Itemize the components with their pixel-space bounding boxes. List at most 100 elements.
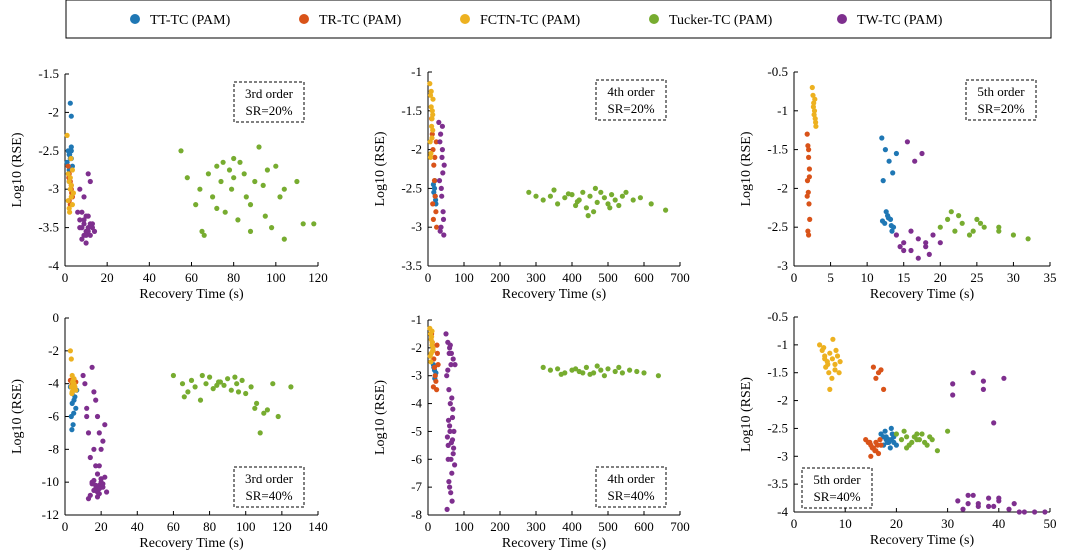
data-point	[877, 437, 883, 443]
data-point	[872, 448, 878, 454]
data-point	[433, 378, 439, 384]
data-point	[68, 182, 74, 188]
data-point	[540, 197, 546, 203]
data-point	[199, 372, 205, 379]
data-point	[67, 209, 73, 215]
data-point	[937, 240, 943, 246]
data-point	[184, 175, 190, 181]
data-point	[605, 366, 611, 372]
x-tick-label: 0	[425, 519, 432, 534]
data-point	[428, 150, 434, 157]
annotation-box: 5th order SR=20%	[965, 79, 1037, 121]
y-tick-label: -6	[48, 409, 59, 424]
data-point	[641, 370, 647, 376]
x-tick-label: 0	[62, 270, 69, 285]
x-axis-title: Recovery Time (s)	[502, 536, 607, 551]
data-point	[904, 139, 911, 145]
annotation-box: 5th order SR=40%	[801, 467, 873, 509]
data-point	[875, 450, 882, 457]
y-tick-label: -1	[777, 337, 788, 352]
data-point	[450, 356, 456, 362]
x-tick-label: 0	[425, 270, 432, 285]
x-tick-label: 700	[670, 270, 690, 285]
data-point	[806, 166, 813, 172]
x-tick-label: 15	[897, 270, 910, 285]
series-tt-tc	[878, 425, 900, 451]
data-point	[79, 236, 85, 242]
data-point	[68, 113, 74, 119]
data-point	[98, 446, 104, 452]
data-point	[449, 470, 455, 476]
data-point	[70, 422, 76, 428]
data-point	[436, 178, 443, 184]
data-point	[937, 224, 943, 230]
data-point	[592, 185, 599, 191]
y-tick-label: -1.5	[401, 103, 422, 118]
series-tucker-tc	[170, 372, 294, 436]
data-point	[441, 162, 447, 168]
x-axis-title: Recovery Time (s)	[870, 287, 975, 302]
data-point	[269, 225, 275, 231]
data-point	[235, 389, 242, 395]
data-point	[451, 428, 457, 434]
data-point	[432, 193, 438, 199]
data-point	[67, 175, 73, 181]
data-point	[252, 405, 258, 411]
annotation-frame	[595, 466, 667, 508]
y-tick-label: -0.5	[767, 309, 788, 324]
data-point	[813, 123, 819, 129]
legend-label-tr: TR-TC (PAM)	[319, 13, 402, 28]
data-point	[431, 189, 437, 195]
data-point	[1042, 509, 1048, 515]
data-point	[873, 375, 879, 381]
x-tick-label: 300	[526, 270, 546, 285]
data-point	[879, 135, 885, 141]
y-tick-label: -2	[777, 180, 788, 195]
data-point	[433, 209, 439, 215]
data-point	[94, 471, 101, 477]
data-point	[210, 194, 216, 200]
series-tt-tc	[879, 135, 900, 234]
data-point	[573, 202, 579, 209]
series-tucker-tc	[893, 428, 951, 454]
data-point	[440, 216, 447, 222]
data-point	[811, 108, 818, 114]
x-tick-label: 120	[272, 519, 292, 534]
data-point	[179, 381, 186, 387]
x-tick-label: 100	[454, 270, 474, 285]
x-axis-title: Recovery Time (s)	[139, 287, 244, 302]
data-point	[533, 193, 539, 199]
x-axis-title: Recovery Time (s)	[502, 287, 607, 302]
data-point	[434, 342, 440, 348]
annotation-text: SR=40%	[813, 489, 860, 504]
legend-item-tt: TT-TC (PAM)	[130, 13, 231, 28]
data-point	[807, 216, 813, 222]
data-point	[594, 199, 600, 205]
x-tick-label: 200	[490, 270, 510, 285]
data-point	[882, 428, 888, 434]
x-tick-label: 400	[562, 270, 582, 285]
data-point	[257, 430, 263, 436]
annotation-text: SR=20%	[245, 103, 292, 118]
data-point	[207, 374, 213, 380]
data-point	[829, 356, 836, 362]
data-point	[612, 197, 618, 203]
data-point	[85, 171, 91, 177]
data-point	[443, 331, 449, 337]
x-tick-label: 80	[227, 270, 240, 285]
data-point	[450, 451, 456, 457]
data-point	[91, 477, 97, 484]
data-point	[430, 201, 436, 207]
data-point	[65, 171, 71, 177]
y-tick-label: -8	[411, 507, 422, 522]
y-tick-label: -2	[48, 343, 59, 358]
panel-5th-40: 0 10 20 30 40 50 -4 -3.5 -3 -2.5 -2 -1.5 -1 -0.5 Recov…	[739, 309, 1057, 548]
data-point	[433, 197, 439, 203]
data-point	[237, 159, 243, 165]
y-tick-label: -4	[48, 258, 59, 273]
data-point	[945, 216, 951, 222]
data-point	[547, 193, 554, 199]
data-point	[81, 217, 87, 223]
x-tick-label: 20	[95, 519, 108, 534]
legend-label-tt: TT-TC (PAM)	[150, 13, 231, 28]
